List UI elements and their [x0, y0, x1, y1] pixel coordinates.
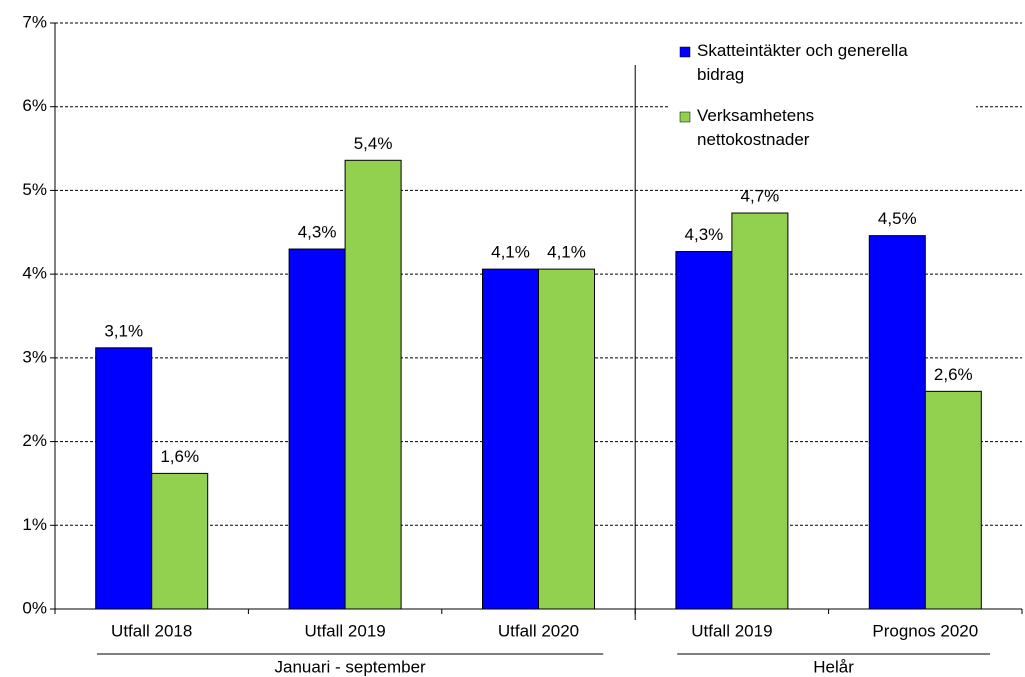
value-label: 4,3% [685, 225, 724, 244]
bar [868, 235, 926, 610]
legend-line: bidrag [697, 65, 744, 84]
legend-box [668, 36, 976, 160]
y-tick-label: 4% [22, 264, 47, 283]
legend-label: Skatteintäkter och generella bidrag [697, 41, 908, 84]
y-tick-label: 0% [22, 598, 47, 617]
y-tick-label: 2% [22, 431, 47, 450]
value-label: 4,7% [741, 187, 780, 206]
group-label: Januari - september [275, 657, 427, 676]
y-tick-label: 6% [22, 96, 47, 115]
x-tick-label: Utfall 2019 [691, 621, 772, 640]
x-tick-label: Utfall 2018 [111, 621, 192, 640]
bar [95, 347, 153, 610]
value-label: 5,4% [354, 134, 393, 153]
value-label: 2,6% [934, 365, 973, 384]
bar [344, 159, 402, 610]
bar [538, 268, 595, 610]
y-tick-label: 7% [22, 12, 47, 31]
value-label: 4,1% [547, 243, 586, 262]
bar [924, 390, 982, 610]
value-label: 1,6% [160, 447, 199, 466]
x-tick-label: Utfall 2019 [304, 621, 385, 640]
bar [731, 212, 789, 610]
legend-line: Verksamhetens [697, 106, 814, 125]
y-tick-label: 5% [22, 180, 47, 199]
value-label: 3,1% [104, 321, 143, 340]
value-label: 4,5% [878, 209, 917, 228]
bar [675, 251, 733, 610]
legend-label: Verksamhetens nettokostnader [697, 106, 814, 149]
bar [288, 248, 346, 610]
legend-swatch [679, 46, 691, 58]
value-label: 4,1% [491, 243, 530, 262]
legend-swatch [679, 111, 691, 123]
x-tick-label: Prognos 2020 [872, 621, 978, 640]
x-tick-label: Utfall 2020 [498, 621, 579, 640]
bar [482, 268, 539, 610]
legend-line: nettokostnader [697, 130, 810, 149]
y-tick-label: 1% [22, 515, 47, 534]
y-tick-label: 3% [22, 347, 47, 366]
group-label: Helår [813, 657, 854, 676]
legend: Skatteintäkter och generella bidrag Verksa… [668, 36, 976, 160]
bar [151, 472, 209, 610]
value-label: 4,3% [298, 223, 337, 242]
legend-line: Skatteintäkter och generella [697, 41, 908, 60]
